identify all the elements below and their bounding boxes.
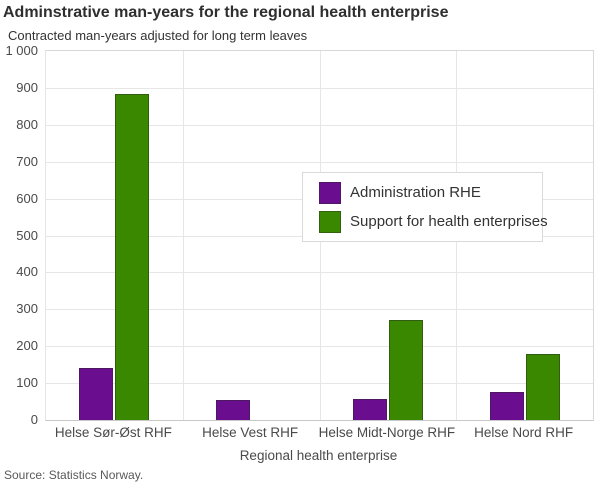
y-tick-label: 0 [30,412,38,427]
legend-swatch-support-for-health-enterprises [319,210,341,233]
legend: Administration RHE Support for health en… [302,172,548,242]
y-tick-label: 900 [16,79,38,95]
chart-subtitle: Contracted man-years adjusted for long t… [8,28,308,43]
bar-support-for-health-enterprises-3[interactable] [388,320,423,420]
bar-administration-rhe-1[interactable] [79,367,114,420]
y-tick-label: 400 [16,264,38,280]
x-tick-label-3: Helse Midt-Norge RHF [318,425,456,440]
x-axis-title: Regional health enterprise [239,448,398,463]
y-tick-label: 800 [16,116,38,132]
source-note: Source: Statistics Norway. [4,468,144,482]
legend-item-administration-rhe[interactable]: Administration RHE [319,181,534,204]
y-tick-label: 600 [16,190,38,206]
chart-title: Adminstrative man-years for the regional… [3,4,449,21]
bar-administration-rhe-4[interactable] [489,391,524,420]
bar-administration-rhe-3[interactable] [352,398,387,420]
bar-support-for-health-enterprises-1[interactable] [115,94,150,420]
x-tick-label-2: Helse Vest RHF [202,425,299,440]
gridline-x-separator [182,51,184,420]
bar-administration-rhe-2[interactable] [216,400,251,420]
y-tick-label: 1 000 [5,43,38,58]
x-tick-label-1: Helse Sør-Øst RHF [54,425,172,440]
legend-swatch-administration-rhe [319,181,341,204]
y-tick-label: 500 [16,227,38,243]
y-tick-label: 200 [16,338,38,354]
y-tick-label: 300 [16,301,38,317]
y-tick-label: 700 [16,153,38,169]
y-tick-label: 100 [16,375,38,391]
bar-support-for-health-enterprises-4[interactable] [525,354,560,420]
x-tick-label-4: Helse Nord RHF [474,425,574,440]
legend-label: Administration RHE [350,184,481,201]
legend-item-support-for-health-enterprises[interactable]: Support for health enterprises [319,210,548,233]
legend-label: Support for health enterprises [350,213,548,230]
